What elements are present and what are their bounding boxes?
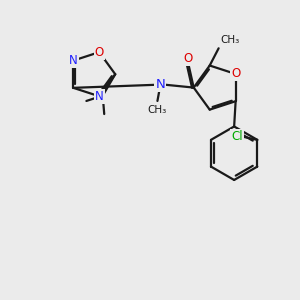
- Text: O: O: [231, 68, 240, 80]
- Text: N: N: [69, 54, 78, 67]
- Text: CH₃: CH₃: [220, 35, 239, 45]
- Text: O: O: [94, 46, 104, 59]
- Text: N: N: [155, 78, 165, 91]
- Text: Cl: Cl: [231, 130, 243, 143]
- Text: CH₃: CH₃: [148, 105, 167, 116]
- Text: O: O: [184, 52, 193, 65]
- Text: N: N: [95, 90, 103, 103]
